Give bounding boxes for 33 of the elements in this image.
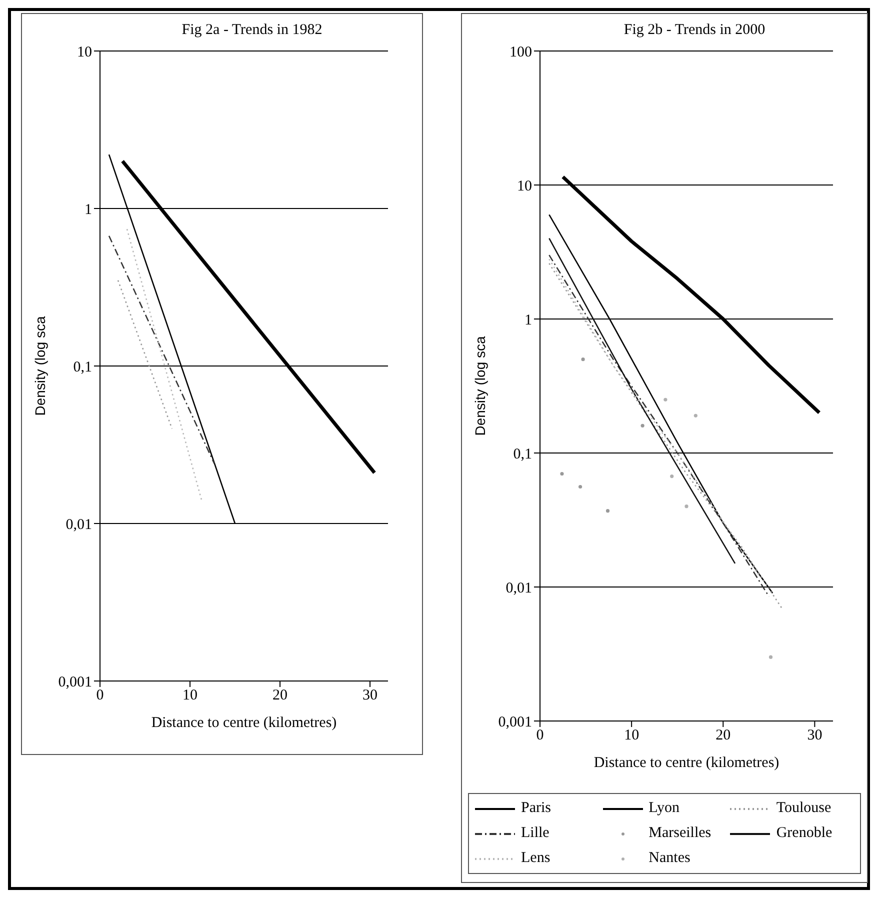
y-tick-label: 10: [517, 178, 532, 194]
y-tick-label: 0,1: [73, 359, 92, 376]
chart-title: Fig 2a - Trends in 1982: [180, 22, 324, 39]
x-axis-title: Distance to centre (kilometres): [594, 755, 780, 771]
x-tick-label: 0: [536, 728, 544, 744]
legend-label: Marseilles: [648, 825, 712, 842]
y-tick-label: 0,01: [506, 580, 532, 596]
legend-label: Grenoble: [776, 825, 832, 842]
y-tick-label: 10: [77, 44, 92, 60]
y-tick-label: 100: [510, 44, 532, 60]
legend-label: Lille: [521, 825, 550, 842]
chart-title: Fig 2b - Trends in 2000: [622, 22, 766, 39]
x-tick-label: 30: [362, 688, 378, 704]
y-tick-label: 0,001: [498, 714, 532, 730]
x-tick-label: 0: [96, 688, 104, 704]
x-tick-label: 30: [807, 728, 822, 744]
y-tick-label: 0,1: [513, 446, 532, 462]
y-tick-label: 0,01: [66, 516, 92, 533]
legend-label: Toulouse: [776, 800, 832, 817]
legend-label: Lyon: [648, 800, 680, 817]
legend-label: Lens: [521, 850, 550, 867]
y-axis-title: Density (log sca: [472, 336, 488, 436]
legend-label: Nantes: [648, 850, 690, 867]
x-tick-label: 20: [716, 728, 731, 744]
y-tick-label: 1: [84, 202, 92, 218]
y-tick-label: 0,001: [58, 674, 92, 690]
y-tick-label: 1: [524, 312, 532, 328]
legend-label: Paris: [521, 800, 551, 817]
y-axis-title: Density (log sca: [32, 316, 48, 416]
x-tick-label: 10: [624, 728, 640, 744]
x-axis-title: Distance to centre (kilometres): [151, 715, 337, 731]
x-tick-label: 10: [182, 688, 198, 704]
x-tick-label: 20: [272, 688, 288, 704]
